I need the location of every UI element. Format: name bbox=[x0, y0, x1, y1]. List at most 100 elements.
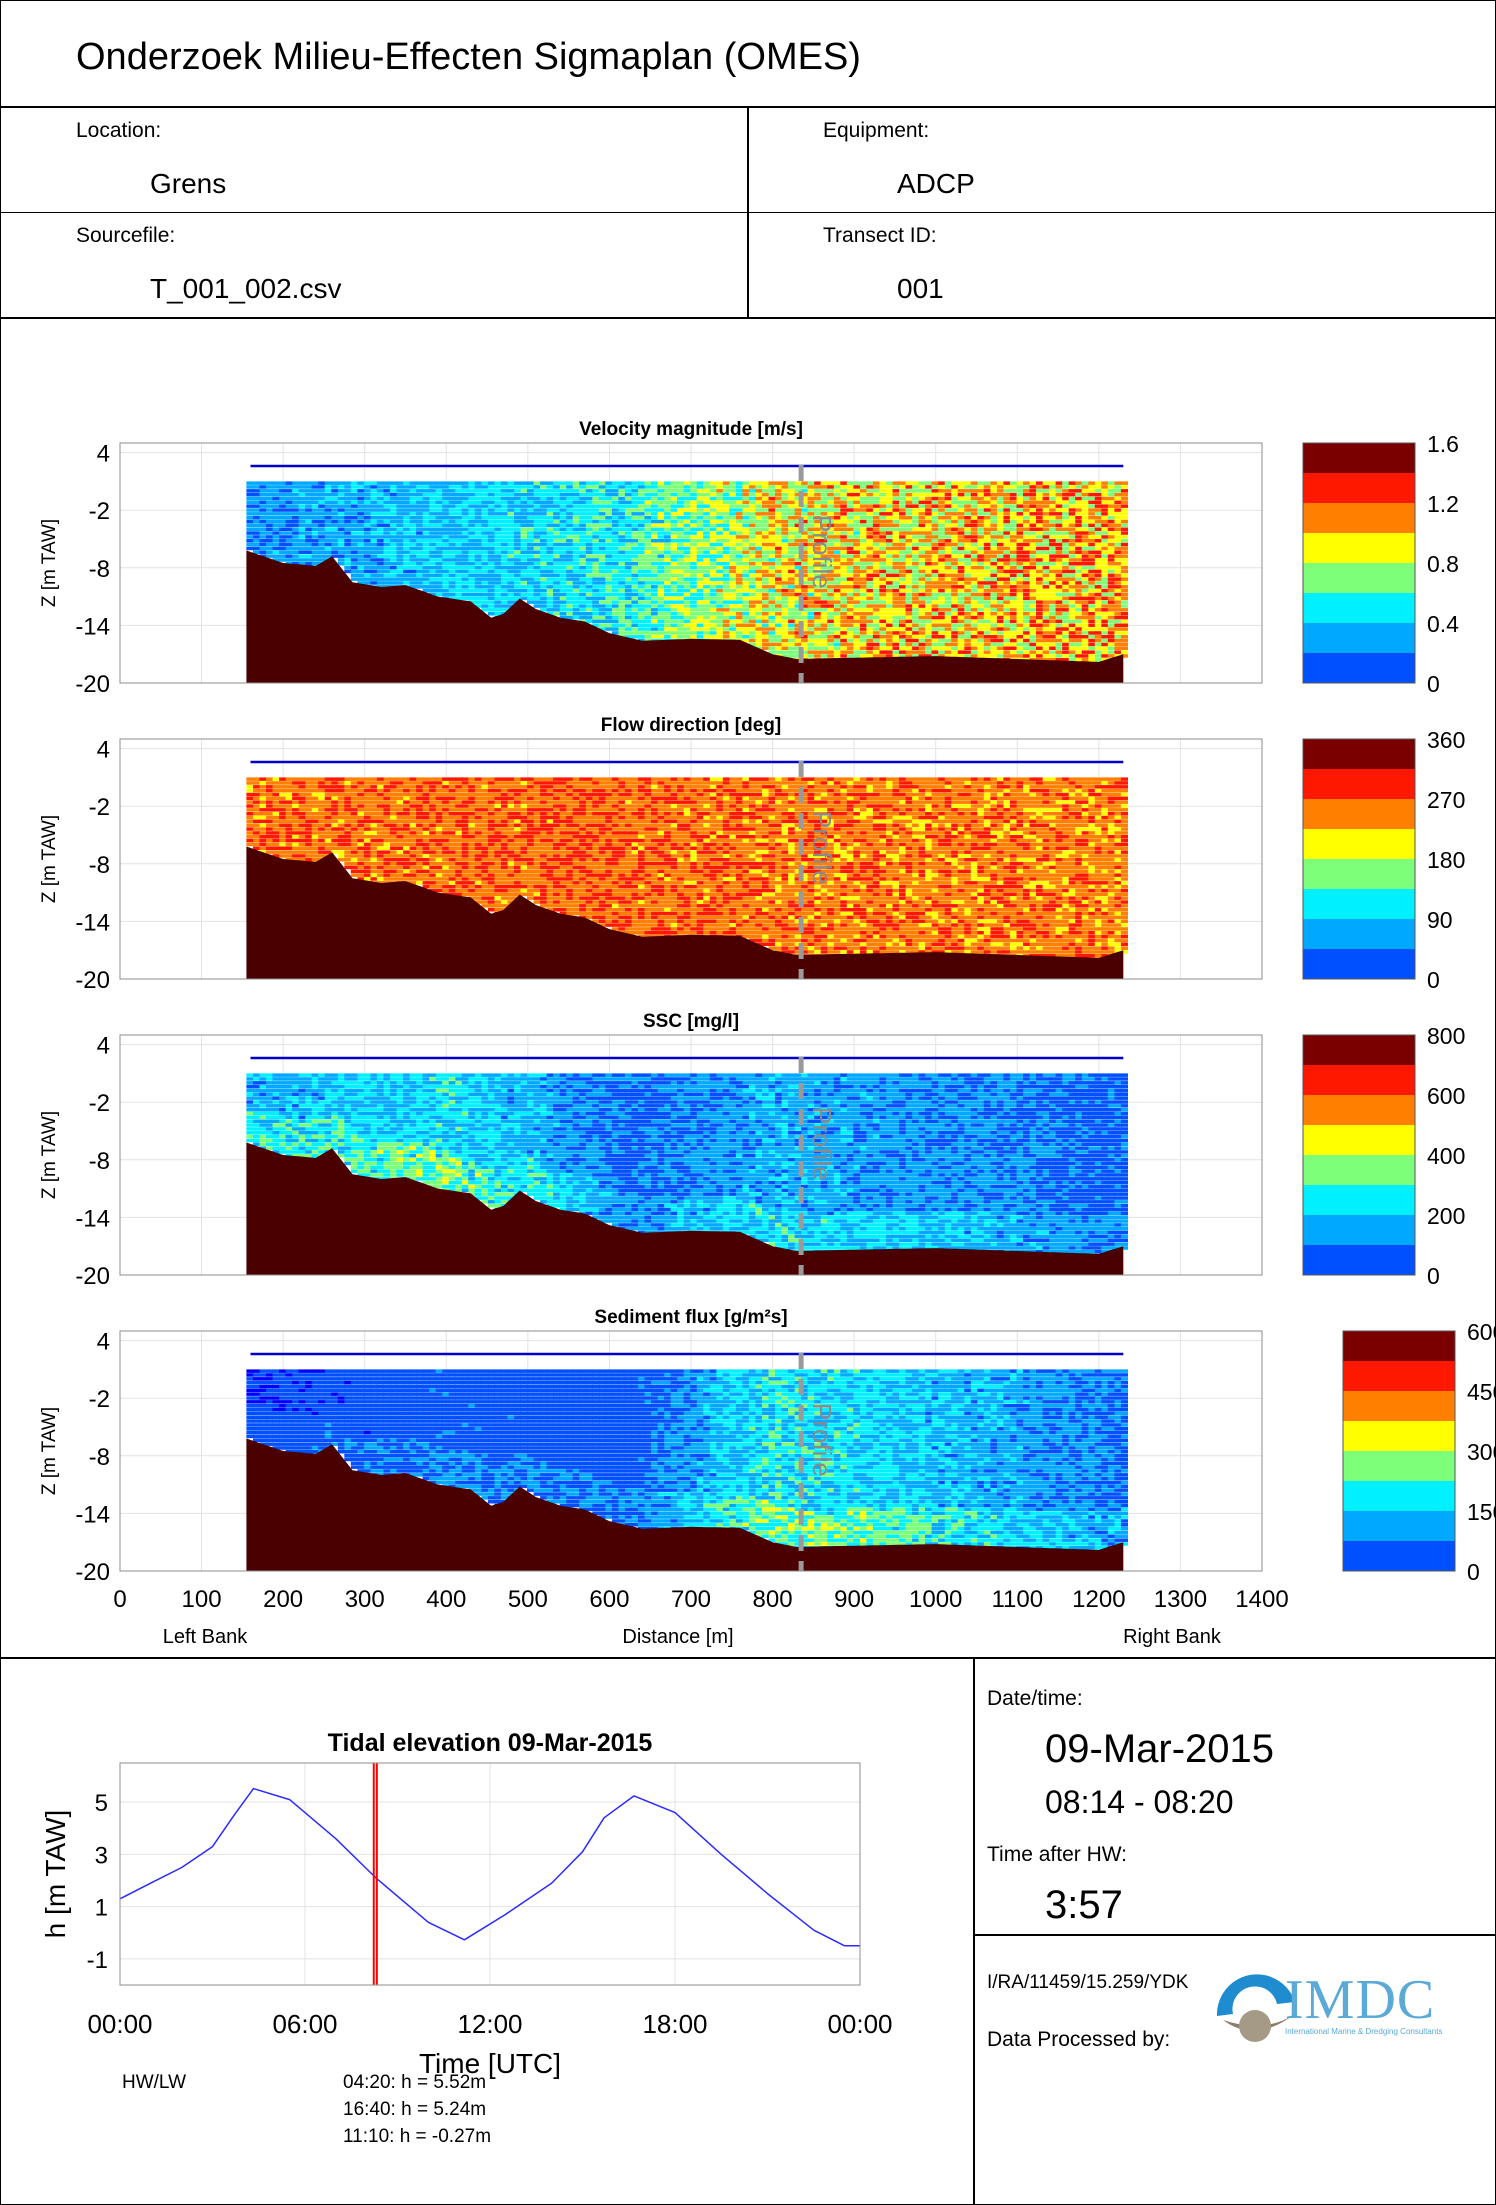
heatmap-cell bbox=[892, 558, 900, 562]
heatmap-cell bbox=[833, 573, 841, 578]
heatmap-cell bbox=[886, 638, 894, 643]
heatmap-cell bbox=[1094, 504, 1102, 508]
heatmap-cell bbox=[983, 638, 991, 643]
heatmap-cell bbox=[337, 500, 345, 505]
heatmap-cell bbox=[350, 485, 358, 489]
heatmap-cell bbox=[957, 638, 965, 643]
heatmap-cell bbox=[755, 623, 763, 627]
heatmap-cell bbox=[768, 612, 776, 616]
heatmap-cell bbox=[324, 539, 332, 543]
heatmap-cell bbox=[899, 481, 907, 485]
heatmap-cell bbox=[435, 516, 443, 520]
heatmap-cell bbox=[487, 600, 495, 604]
heatmap-cell bbox=[644, 612, 652, 616]
heatmap-cell bbox=[912, 573, 920, 578]
heatmap-cell bbox=[494, 565, 502, 570]
heatmap-cell bbox=[951, 539, 959, 543]
heatmap-cell bbox=[305, 546, 313, 551]
heatmap-cell bbox=[912, 523, 920, 528]
heatmap-cell bbox=[866, 527, 874, 531]
heatmap-cell bbox=[735, 577, 743, 581]
heatmap-cell bbox=[1036, 489, 1044, 493]
heatmap-cell bbox=[899, 631, 907, 635]
heatmap-cell bbox=[1081, 612, 1089, 616]
heatmap-cell bbox=[768, 635, 776, 639]
heatmap-cell bbox=[664, 508, 672, 512]
heatmap-cell bbox=[468, 512, 476, 516]
heatmap-cell bbox=[729, 535, 737, 539]
heatmap-cell bbox=[279, 516, 287, 520]
heatmap-cell bbox=[383, 485, 391, 489]
heatmap-cell bbox=[964, 612, 972, 616]
heatmap-cell bbox=[696, 550, 704, 554]
heatmap-cell bbox=[788, 581, 796, 585]
heatmap-cell bbox=[624, 619, 632, 624]
heatmap-cell bbox=[527, 577, 535, 581]
heatmap-cell bbox=[1062, 573, 1070, 578]
heatmap-cell bbox=[716, 608, 724, 612]
heatmap-cell bbox=[918, 546, 926, 551]
heatmap-cell bbox=[899, 523, 907, 528]
heatmap-cell bbox=[729, 512, 737, 516]
heatmap-cell bbox=[807, 585, 815, 589]
heatmap-cell bbox=[1042, 504, 1050, 508]
heatmap-cell bbox=[644, 627, 652, 631]
heatmap-cell bbox=[651, 508, 659, 512]
heatmap-cell bbox=[709, 615, 717, 620]
heatmap-cell bbox=[696, 573, 704, 578]
heatmap-cell bbox=[311, 539, 319, 543]
heatmap-cell bbox=[611, 562, 619, 566]
heatmap-cell bbox=[755, 481, 763, 485]
heatmap-cell bbox=[775, 588, 783, 593]
heatmap-cell bbox=[1049, 516, 1057, 520]
heatmap-cell bbox=[579, 516, 587, 520]
heatmap-cell bbox=[951, 604, 959, 608]
heatmap-cell bbox=[983, 646, 991, 650]
heatmap-cell bbox=[820, 516, 828, 520]
heatmap-cell bbox=[807, 592, 815, 597]
heatmap-cell bbox=[912, 615, 920, 620]
heatmap-cell bbox=[970, 635, 978, 639]
heatmap-cell bbox=[670, 500, 678, 505]
heatmap-cell bbox=[853, 527, 861, 531]
heatmap-cell bbox=[611, 627, 619, 631]
heatmap-cell bbox=[781, 612, 789, 616]
heatmap-cell bbox=[1036, 550, 1044, 554]
heatmap-cell bbox=[807, 512, 815, 516]
heatmap-cell bbox=[422, 527, 430, 531]
heatmap-cell bbox=[833, 504, 841, 508]
heatmap-cell bbox=[468, 492, 476, 497]
heatmap-cell bbox=[350, 523, 358, 528]
heatmap-cell bbox=[938, 496, 946, 501]
heatmap-cell bbox=[376, 562, 384, 566]
heatmap-cell bbox=[651, 500, 659, 505]
heatmap-cell bbox=[1042, 654, 1050, 658]
heatmap-cell bbox=[422, 492, 430, 497]
heatmap-cell bbox=[846, 542, 854, 547]
heatmap-cell bbox=[527, 485, 535, 489]
heatmap-cell bbox=[448, 504, 456, 508]
heatmap-cell bbox=[605, 504, 613, 508]
heatmap-cell bbox=[912, 546, 920, 551]
heatmap-cell bbox=[664, 569, 672, 574]
heatmap-cell bbox=[585, 508, 593, 512]
heatmap-cell bbox=[1009, 504, 1017, 508]
heatmap-cell bbox=[337, 546, 345, 551]
heatmap-cell bbox=[866, 619, 874, 624]
heatmap-cell bbox=[546, 535, 554, 539]
heatmap-cell bbox=[755, 485, 763, 489]
heatmap-cell bbox=[266, 485, 274, 489]
heatmap-cell bbox=[951, 569, 959, 574]
heatmap-cell bbox=[638, 531, 646, 535]
heatmap-cell bbox=[350, 539, 358, 543]
heatmap-cell bbox=[690, 565, 698, 570]
heatmap-cell bbox=[416, 492, 424, 497]
heatmap-cell bbox=[422, 581, 430, 585]
heatmap-cell bbox=[762, 546, 770, 551]
heatmap-cell bbox=[494, 554, 502, 558]
heatmap-cell bbox=[514, 492, 522, 497]
heatmap-cell bbox=[337, 481, 345, 485]
heatmap-cell bbox=[546, 550, 554, 554]
heatmap-cell bbox=[925, 535, 933, 539]
heatmap-cell bbox=[435, 504, 443, 508]
